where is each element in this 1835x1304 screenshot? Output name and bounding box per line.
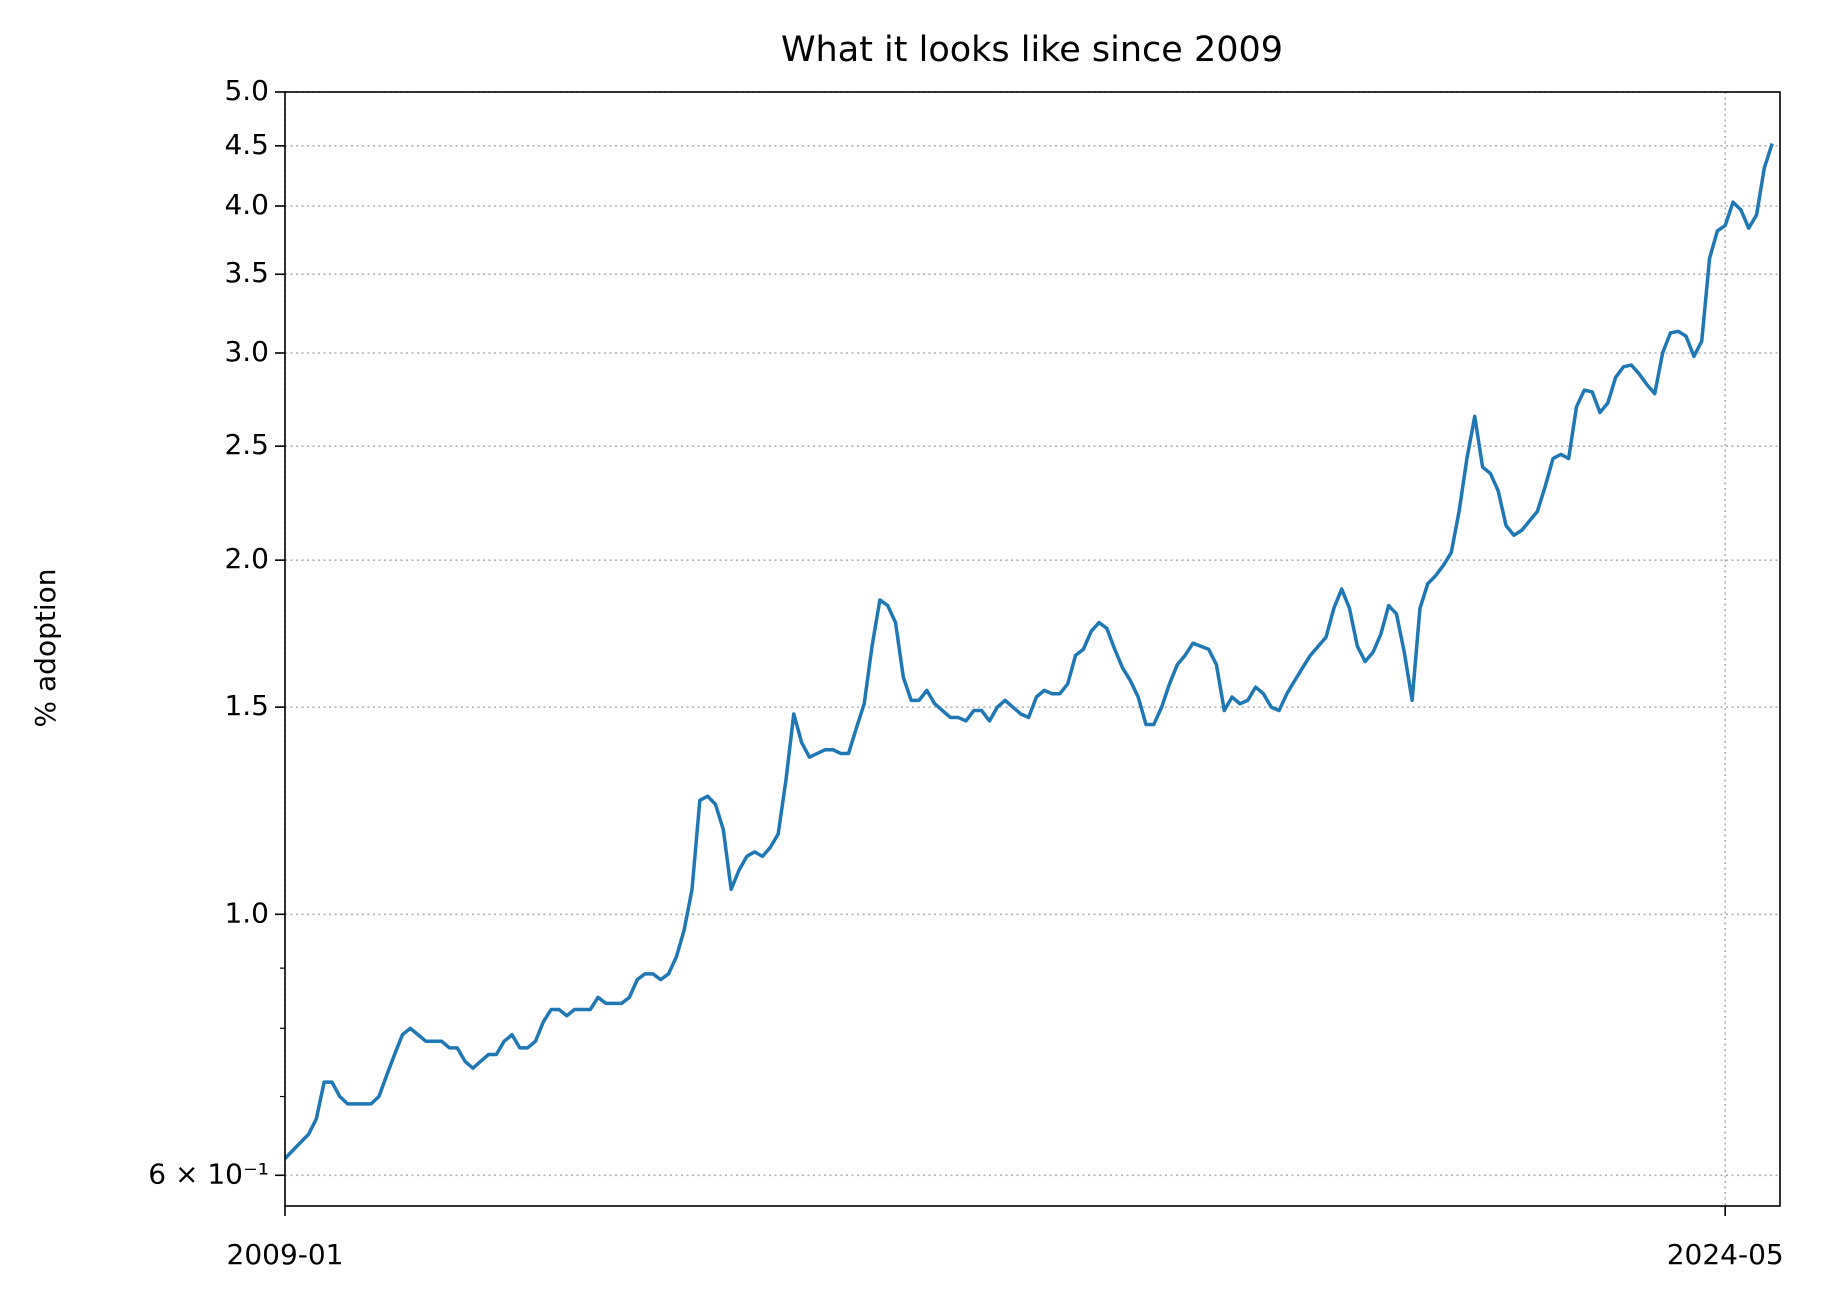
y-tick-label: 4.5	[224, 128, 269, 161]
y-tick-label: 2.5	[224, 428, 269, 461]
y-tick-label: 5.0	[224, 74, 269, 107]
y-axis-label: % adoption	[29, 569, 62, 728]
y-tick-label: 1.5	[224, 689, 269, 722]
x-tick-label: 2024-05	[1667, 1238, 1784, 1271]
chart-title: What it looks like since 2009	[781, 30, 1283, 70]
plot-frame	[284, 91, 1781, 1207]
y-tick-label: 6 × 10⁻¹	[148, 1157, 269, 1190]
data-line	[283, 143, 1774, 1160]
y-tick-label: 4.0	[224, 188, 269, 221]
y-tick-label: 3.5	[224, 256, 269, 289]
y-tick-label: 2.0	[224, 542, 269, 575]
y-tick-label: 1.0	[224, 896, 269, 929]
x-tick-label: 2009-01	[227, 1238, 344, 1271]
y-tick-label: 3.0	[224, 335, 269, 368]
